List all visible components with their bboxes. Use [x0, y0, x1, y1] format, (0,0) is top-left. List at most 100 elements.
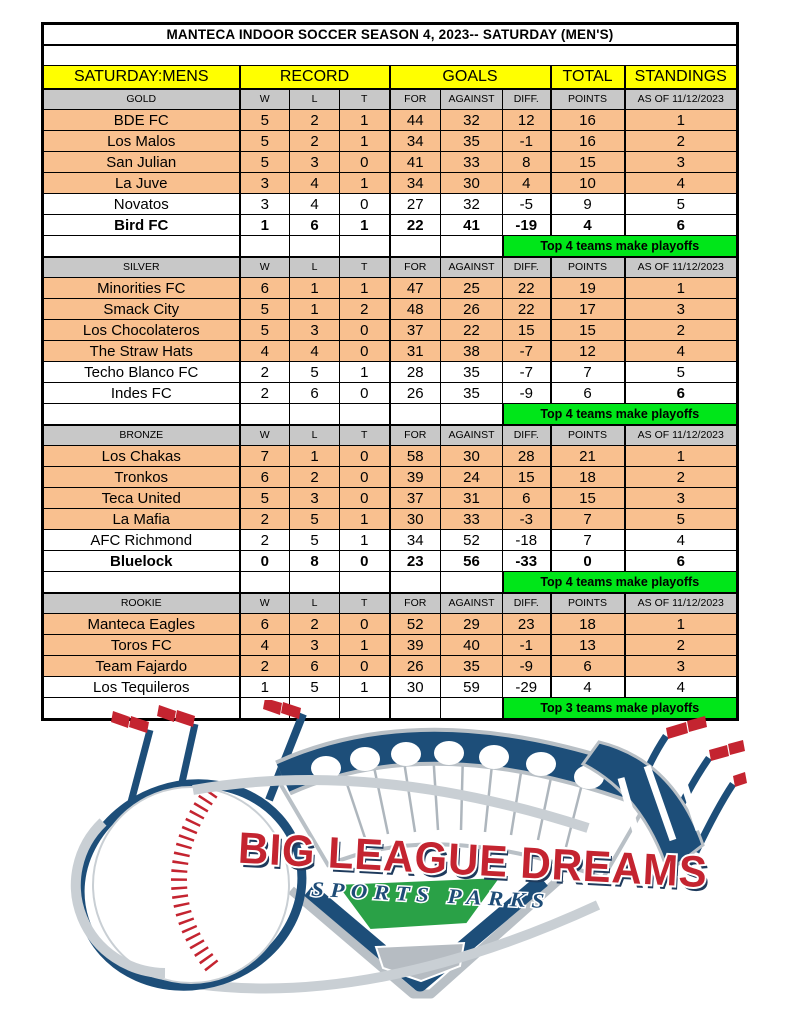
team-row: The Straw Hats 4 4 0 31 38 -7 12 4 — [42, 340, 738, 362]
team-row: La Juve 3 4 1 34 30 4 10 4 — [42, 172, 738, 194]
team-name: Indes FC — [42, 382, 240, 404]
goals-against: 40 — [440, 634, 503, 656]
col-points: POINTS — [549, 88, 625, 110]
team-row: Smack City 5 1 2 48 26 22 17 3 — [42, 298, 738, 320]
team-row: Bluelock 0 8 0 23 56 -33 0 6 — [42, 550, 738, 572]
points: 15 — [549, 151, 625, 173]
col-points: POINTS — [549, 592, 625, 614]
team-row: Techo Blanco FC 2 5 1 28 35 -7 7 5 — [42, 361, 738, 383]
goals-for: 58 — [388, 445, 441, 467]
playoff-note: Top 4 teams make playoffs — [501, 235, 738, 258]
empty-cell — [440, 235, 503, 258]
ties: 0 — [339, 613, 390, 635]
wins: 5 — [238, 319, 290, 341]
goals-against: 24 — [440, 466, 503, 488]
points: 19 — [549, 277, 625, 299]
goals-for: 37 — [388, 487, 441, 509]
rank: 3 — [623, 487, 738, 509]
goals-against: 22 — [440, 319, 503, 341]
team-name: Los Tequileros — [42, 676, 240, 698]
losses: 1 — [289, 277, 340, 299]
goal-diff: 12 — [502, 109, 551, 131]
points: 12 — [549, 340, 625, 362]
col-asof: AS OF 11/12/2023 — [623, 88, 738, 110]
stadium-arch-icon — [275, 727, 655, 808]
goals-for: 30 — [388, 676, 441, 698]
losses: 8 — [289, 550, 340, 572]
points: 7 — [549, 508, 625, 530]
goals-against: 52 — [440, 529, 503, 551]
rank: 5 — [623, 508, 738, 530]
goals-against: 59 — [440, 676, 503, 698]
wins: 2 — [238, 361, 290, 383]
goals-against: 31 — [440, 487, 503, 509]
playoff-note-row: Top 4 teams make playoffs — [42, 235, 738, 258]
wins: 6 — [238, 466, 290, 488]
team-row: Teca United 5 3 0 37 31 6 15 3 — [42, 487, 738, 509]
empty-cell — [42, 403, 240, 426]
col-l: L — [289, 256, 340, 278]
goals-for: 34 — [388, 130, 441, 152]
empty-cell — [339, 571, 390, 594]
goals-for: 52 — [388, 613, 441, 635]
ties: 0 — [339, 319, 390, 341]
losses: 4 — [289, 340, 340, 362]
team-name: Minorities FC — [42, 277, 240, 299]
team-row: Tronkos 6 2 0 39 24 15 18 2 — [42, 466, 738, 488]
empty-cell — [339, 235, 390, 258]
goals-for: 39 — [388, 634, 441, 656]
losses: 4 — [289, 193, 340, 215]
wins: 2 — [238, 655, 290, 677]
goals-for: 30 — [388, 508, 441, 530]
goal-diff: 6 — [502, 487, 551, 509]
team-name: Tronkos — [42, 466, 240, 488]
losses: 5 — [289, 676, 340, 698]
ties: 0 — [339, 340, 390, 362]
col-diff: DIFF. — [502, 424, 551, 446]
goals-against: 33 — [440, 508, 503, 530]
infield-green — [334, 875, 504, 932]
baseball-stitches-icon — [171, 787, 222, 976]
wins: 2 — [238, 529, 290, 551]
wins: 5 — [238, 151, 290, 173]
ties: 2 — [339, 298, 390, 320]
wins: 4 — [238, 340, 290, 362]
goals-for: 44 — [388, 109, 441, 131]
total-header: TOTAL — [549, 65, 625, 90]
team-row: Novatos 3 4 0 27 32 -5 9 5 — [42, 193, 738, 215]
col-points: POINTS — [549, 424, 625, 446]
wins: 3 — [238, 193, 290, 215]
division-name: ROOKIE — [42, 592, 240, 614]
goal-diff: -9 — [502, 655, 551, 677]
division-name: GOLD — [42, 88, 240, 110]
wins: 5 — [238, 130, 290, 152]
playoff-note-row: Top 4 teams make playoffs — [42, 571, 738, 594]
points: 6 — [549, 382, 625, 404]
ties: 1 — [339, 172, 390, 194]
title-row: MANTECA INDOOR SOCCER SEASON 4, 2023-- S… — [42, 23, 738, 46]
points: 13 — [549, 634, 625, 656]
team-name: BDE FC — [42, 109, 240, 131]
team-name: Smack City — [42, 298, 240, 320]
stadium-wall-icon — [580, 740, 705, 875]
col-w: W — [238, 256, 290, 278]
goal-diff: -29 — [502, 676, 551, 698]
rank: 2 — [623, 130, 738, 152]
goal-diff: 22 — [502, 277, 551, 299]
losses: 5 — [289, 529, 340, 551]
col-diff: DIFF. — [502, 256, 551, 278]
league-label: SATURDAY:MENS — [42, 65, 240, 90]
goal-diff: 8 — [502, 151, 551, 173]
playoff-note-row: Top 4 teams make playoffs — [42, 403, 738, 426]
ties: 1 — [339, 109, 390, 131]
wins: 6 — [238, 277, 290, 299]
ties: 0 — [339, 466, 390, 488]
team-name: Novatos — [42, 193, 240, 215]
rank: 2 — [623, 319, 738, 341]
goal-diff: -5 — [502, 193, 551, 215]
col-t: T — [339, 256, 390, 278]
team-row: Manteca Eagles 6 2 0 52 29 23 18 1 — [42, 613, 738, 635]
col-t: T — [339, 424, 390, 446]
team-row: Bird FC 1 6 1 22 41 -19 4 6 — [42, 214, 738, 236]
